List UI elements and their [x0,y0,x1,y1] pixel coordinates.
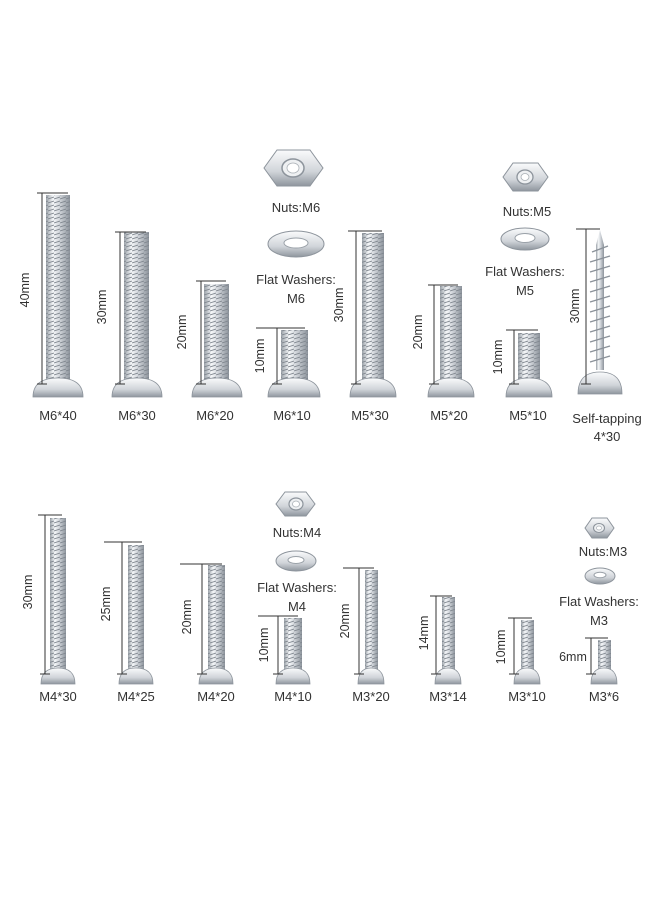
dimension-label: 10mm [253,339,267,374]
screw-m3x6: 6mm M3*6 [559,637,619,704]
dimension-bracket [348,230,382,385]
screw-m4x30: 30mm M4*30 [21,514,77,704]
screw-m6x40: 40mm M6*40 [18,192,84,423]
screw-label: M5*20 [430,408,468,423]
screw-m4x10: 10mm M4*10 [257,615,312,704]
nut-m6 [263,149,324,187]
screw-self-tapping-4x30: 30mm Self-tapping 4*30 [568,228,642,444]
screw-label: M6*20 [196,408,234,423]
washer-m6 [267,230,325,258]
screw-m3x20: 20mm M3*20 [338,567,390,704]
dimension-label: 20mm [175,315,189,350]
nut-m4 [275,491,316,517]
screw-m3x14: 14mm M3*14 [417,595,467,704]
dimension-label: 6mm [559,650,587,664]
screw-m6x30: 30mm M6*30 [95,231,163,423]
screw-label: M6*40 [39,408,77,423]
dimension-bracket [37,192,68,385]
screw-label: M4*30 [39,689,77,704]
washer-label-size: M5 [516,283,534,298]
nut-m3 [584,517,615,539]
dimension-label: 14mm [417,616,431,651]
screw-label: M6*30 [118,408,156,423]
screw-label: M6*10 [273,408,311,423]
dimension-bracket [576,228,600,385]
screw-label: M3*20 [352,689,390,704]
screw-m6x20: 20mm M6*20 [175,280,243,423]
dimension-label: 30mm [95,290,109,325]
washer-m5 [500,227,550,251]
washer-m3 [584,567,616,585]
dimension-bracket [585,637,608,675]
dimension-label: 20mm [338,604,352,639]
nut-label: Nuts:M3 [579,544,627,559]
dimension-bracket [256,327,305,385]
screw-label-line2: 4*30 [594,429,621,444]
dimension-label: 10mm [491,340,505,375]
screw-label: M3*6 [589,689,619,704]
screw-m5x10: 10mm M5*10 [491,329,553,423]
washer-label-size: M4 [288,599,306,614]
washer-label: Flat Washers: [256,272,336,287]
screw-m3x10: 10mm M3*10 [494,617,546,704]
screw-m6x10: 10mm M6*10 [253,327,321,423]
dimension-bracket [506,329,538,385]
dimension-bracket [430,595,452,675]
screw-label: Self-tapping [572,411,641,426]
screw-label: M4*10 [274,689,312,704]
dimension-label: 30mm [332,288,346,323]
dimension-bracket [196,280,226,385]
dimension-label: 20mm [411,315,425,350]
screw-label: M3*14 [429,689,467,704]
screw-label: M4*20 [197,689,235,704]
dimension-bracket [428,284,458,385]
dimension-label: 10mm [257,628,271,663]
nut-label: Nuts:M6 [272,200,320,215]
dimension-bracket [258,615,298,675]
dimension-label: 25mm [99,587,113,622]
screw-m4x20: 20mm M4*20 [180,563,235,704]
screw-m4x25: 25mm M4*25 [99,541,155,704]
washer-m4 [275,550,317,572]
dimension-label: 10mm [494,630,508,665]
washer-label: Flat Washers: [485,264,565,279]
nut-m5 [502,162,549,192]
dimension-bracket [38,514,62,675]
dimension-bracket [115,231,146,385]
nut-label: Nuts:M5 [503,204,551,219]
dimension-bracket [104,541,142,675]
dimension-label: 40mm [18,273,32,308]
dimension-bracket [180,563,222,675]
screw-label: M3*10 [508,689,546,704]
screw-label: M5*10 [509,408,547,423]
screw-m5x30: 30mm M5*30 [332,230,397,423]
dimension-bracket [343,567,374,675]
screw-label: M5*30 [351,408,389,423]
screw-m5x20: 20mm M5*20 [411,284,475,423]
dimension-bracket [508,617,532,675]
screw-label: M4*25 [117,689,155,704]
dimension-label: 30mm [568,289,582,324]
washer-label-size: M6 [287,291,305,306]
dimension-label: 30mm [21,575,35,610]
washer-label-size: M3 [590,613,608,628]
nut-label: Nuts:M4 [273,525,321,540]
washer-label: Flat Washers: [559,594,639,609]
dimension-label: 20mm [180,600,194,635]
washer-label: Flat Washers: [257,580,337,595]
